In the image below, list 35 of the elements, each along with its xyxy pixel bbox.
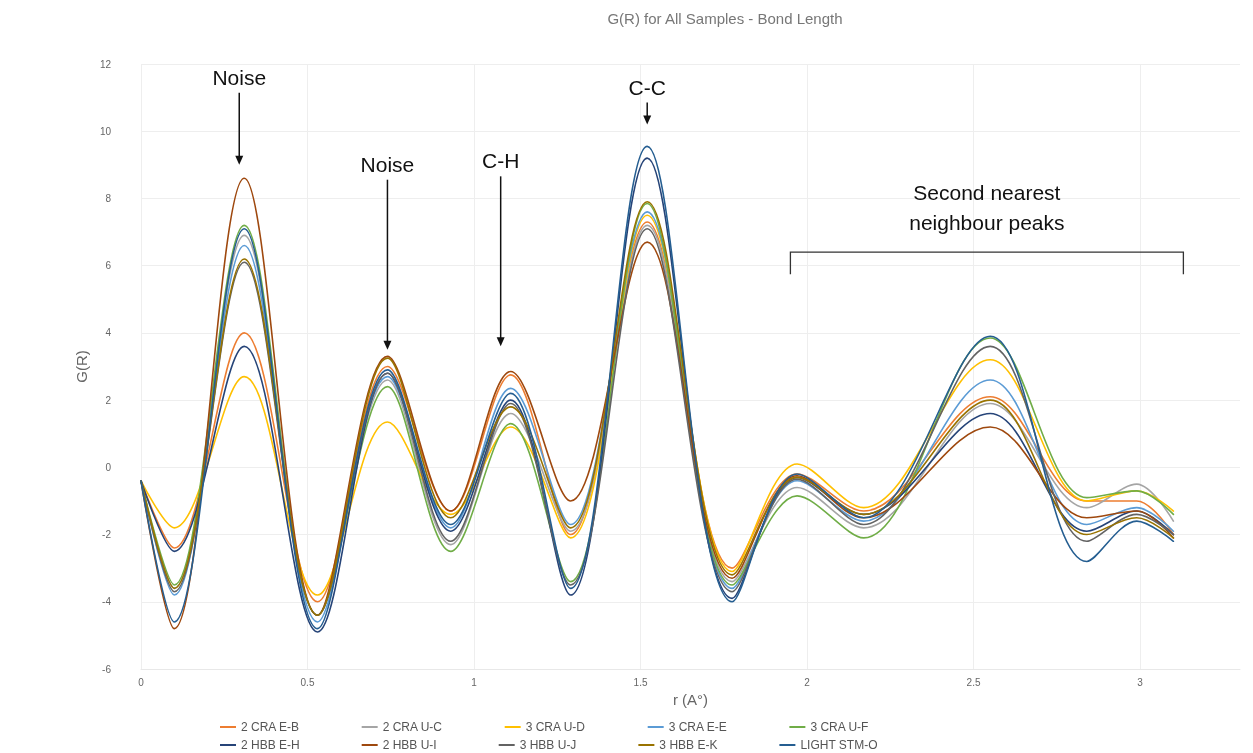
legend-label: 3 HBB U-J <box>519 738 577 752</box>
legend-label: 2 CRA U-C <box>382 720 443 734</box>
y-tick-label: 2 <box>105 394 112 406</box>
x-tick-label: 2 <box>804 676 811 688</box>
y-tick-label: 0 <box>105 461 112 473</box>
annotation: Second nearest neighbour peaks <box>909 181 1065 235</box>
x-tick-label: 1 <box>471 676 478 688</box>
annotation: C-C <box>628 75 666 99</box>
y-axis-title: G(R) <box>72 350 90 383</box>
legend-label: 3 HBB E-K <box>659 738 718 752</box>
y-tick-label: -6 <box>102 663 112 675</box>
x-tick-label: 1.5 <box>633 676 648 688</box>
x-tick-label: 3 <box>1137 676 1144 688</box>
annotation: Noise <box>212 65 267 89</box>
y-tick-label: 10 <box>99 125 112 137</box>
legend-label: 3 CRA U-D <box>525 720 586 734</box>
y-tick-label: -4 <box>102 596 112 608</box>
legend-label: 3 CRA E-E <box>668 720 727 734</box>
legend-label: 2 HBB U-I <box>382 738 437 752</box>
chart-title: G(R) for All Samples - Bond Length <box>607 10 843 27</box>
x-tick-label: 0 <box>138 676 145 688</box>
x-tick-label: 0.5 <box>300 676 315 688</box>
y-tick-label: 6 <box>105 260 112 272</box>
legend-label: 2 CRA E-B <box>241 720 300 734</box>
legend-label: 3 CRA U-F <box>810 720 869 734</box>
x-axis-title: r (A°) <box>672 690 709 708</box>
y-tick-label: 12 <box>99 58 112 70</box>
annotation: C-H <box>482 149 520 173</box>
y-tick-label: 4 <box>105 327 112 339</box>
y-tick-label: -2 <box>102 529 112 541</box>
y-tick-label: 8 <box>105 192 112 204</box>
x-tick-label: 2.5 <box>966 676 981 688</box>
legend-label: LIGHT STM-O <box>800 738 878 752</box>
legend-label: 2 HBB E-H <box>241 738 300 752</box>
annotation: Noise <box>360 152 415 176</box>
